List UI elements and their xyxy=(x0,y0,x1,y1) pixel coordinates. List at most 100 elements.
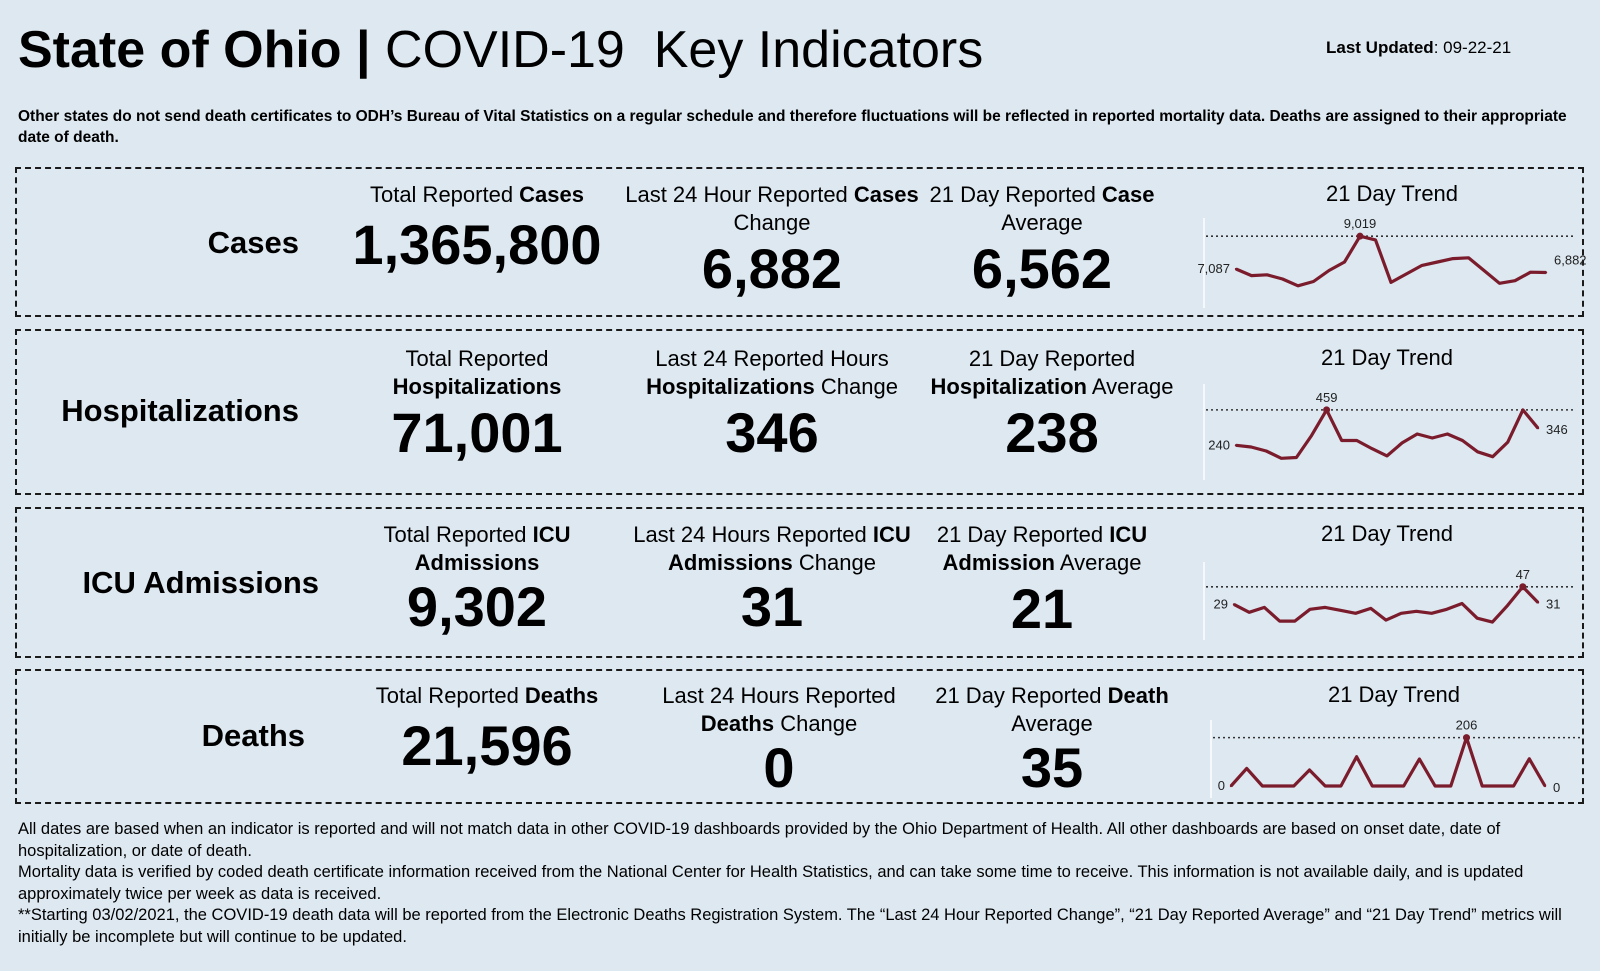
footer-note-dates: All dates are based when an indicator is… xyxy=(18,820,1501,860)
average-metric: 21 Day Reported Case Average 6,562 xyxy=(917,181,1167,299)
data-point xyxy=(1400,441,1404,445)
data-point xyxy=(1370,447,1374,450)
last-value-label: 31 xyxy=(1546,596,1560,611)
data-point xyxy=(1310,434,1313,437)
title-state: State of Ohio | xyxy=(18,21,371,79)
data-point xyxy=(1445,608,1448,611)
icu-trend-chart: 29 47 31 xyxy=(1203,562,1576,640)
first-value-label: 240 xyxy=(1208,437,1230,452)
data-point xyxy=(1385,454,1389,458)
data-point xyxy=(1498,282,1501,285)
data-point xyxy=(1449,784,1452,788)
metric-label: Last 24 Hours Reported ICU Admissions Ch… xyxy=(633,522,911,575)
data-point xyxy=(1536,426,1540,430)
cases-trend-chart: 7,087 9,019 6,882 xyxy=(1197,216,1587,308)
metric-label: Last 24 Hours Reported Deaths Change xyxy=(662,683,896,736)
data-point xyxy=(1496,784,1500,788)
data-point xyxy=(1234,267,1238,271)
metric-label: Last 24 Hour Reported Cases Change xyxy=(625,182,919,235)
data-point xyxy=(1451,257,1455,260)
max-value-label: 47 xyxy=(1516,567,1530,582)
metric-value: 6,882 xyxy=(701,237,843,300)
metric-label: 21 Day Reported Death Average xyxy=(935,683,1169,736)
data-point xyxy=(1481,784,1484,788)
metric-label: Total Reported Deaths xyxy=(375,683,599,708)
data-point xyxy=(1308,768,1311,772)
data-point xyxy=(1543,784,1547,788)
first-value-label: 29 xyxy=(1214,596,1228,611)
data-point xyxy=(1521,408,1525,412)
max-value-label: 459 xyxy=(1316,390,1338,405)
data-point xyxy=(1519,583,1527,591)
max-value-label: 206 xyxy=(1456,718,1478,733)
data-point xyxy=(1420,264,1424,267)
data-point xyxy=(1263,606,1266,609)
data-point xyxy=(1389,281,1393,284)
mortality-note: Other states do not send death certifica… xyxy=(18,108,1567,146)
row-label: Deaths xyxy=(201,718,305,753)
data-point xyxy=(1418,757,1421,761)
metric-label: 21 Day Reported Case Average xyxy=(929,182,1155,235)
row-label: Hospitalizations xyxy=(61,393,299,428)
metric-value: 238 xyxy=(1005,401,1099,464)
footer-note-edrs: **Starting 03/02/2021, the COVID-19 deat… xyxy=(18,906,1562,946)
trend-title: 21 Day Trend xyxy=(1325,181,1459,206)
data-point xyxy=(1355,755,1358,758)
data-point xyxy=(1355,439,1358,442)
change-metric: Last 24 Hour Reported Cases Change 6,882 xyxy=(617,181,927,299)
last-updated-value: : 09-22-21 xyxy=(1433,38,1512,57)
change-metric: Last 24 Reported Hours Hospitalizations … xyxy=(617,345,927,463)
first-value-label: 7,087 xyxy=(1197,261,1230,276)
footer-notes: All dates are based when an indicator is… xyxy=(18,819,1588,949)
change-metric: Last 24 Hours Reported ICU Admissions Ch… xyxy=(617,521,927,637)
total-metric: Total Reported Deaths 21,596 xyxy=(332,682,642,776)
metric-value: 1,365,800 xyxy=(352,213,602,276)
data-point xyxy=(1467,256,1470,259)
data-point xyxy=(1280,457,1283,460)
data-point xyxy=(1415,610,1418,613)
metric-value: 6,562 xyxy=(971,237,1113,300)
data-point xyxy=(1281,277,1284,281)
data-point xyxy=(1371,784,1374,788)
total-metric: Total Reported Cases 1,365,800 xyxy=(322,181,632,275)
metric-value: 35 xyxy=(1020,736,1084,799)
data-point xyxy=(1232,603,1236,606)
metric-value: 21,596 xyxy=(401,714,573,777)
trend-title: 21 Day Trend xyxy=(1320,521,1454,546)
data-point xyxy=(1324,784,1327,788)
data-point xyxy=(1482,269,1486,272)
metric-value: 9,302 xyxy=(406,575,548,638)
data-point xyxy=(1374,238,1377,242)
data-point xyxy=(1324,606,1327,609)
data-point xyxy=(1460,602,1464,605)
metric-label: Total Reported Cases xyxy=(369,182,585,207)
data-point xyxy=(1369,607,1372,610)
hospitalizations-trend-chart: 240 459 346 xyxy=(1203,384,1576,480)
average-metric: 21 Day Reported Hospitalization Average … xyxy=(917,345,1187,463)
data-point xyxy=(1250,274,1253,277)
data-point xyxy=(1400,612,1403,615)
max-value-label: 9,019 xyxy=(1344,216,1377,231)
data-point xyxy=(1433,784,1437,788)
data-point xyxy=(1292,784,1295,788)
last-updated-label: Last Updated xyxy=(1326,38,1434,57)
data-point xyxy=(1261,784,1264,788)
data-point xyxy=(1405,272,1408,276)
data-point xyxy=(1296,284,1300,287)
data-point xyxy=(1491,455,1494,458)
first-value-label: 0 xyxy=(1218,778,1225,793)
data-point xyxy=(1356,232,1364,240)
total-metric: Total Reported ICU Admissions 9,302 xyxy=(322,521,632,637)
row-label: ICU Admissions xyxy=(82,565,319,600)
metric-label: Last 24 Reported Hours Hospitalizations … xyxy=(646,346,898,399)
data-point xyxy=(1436,260,1439,264)
metric-value: 0 xyxy=(763,736,795,799)
data-point xyxy=(1339,784,1343,788)
last-updated: Last Updated: 09-22-21 xyxy=(1326,38,1511,58)
data-point xyxy=(1506,604,1509,607)
data-point xyxy=(1249,445,1253,449)
average-metric: 21 Day Reported ICU Admission Average 21 xyxy=(917,521,1167,639)
data-point xyxy=(1386,784,1390,788)
cases-panel: Cases Total Reported Cases 1,365,800 Las… xyxy=(15,167,1584,317)
average-metric: 21 Day Reported Death Average 35 xyxy=(922,682,1182,798)
